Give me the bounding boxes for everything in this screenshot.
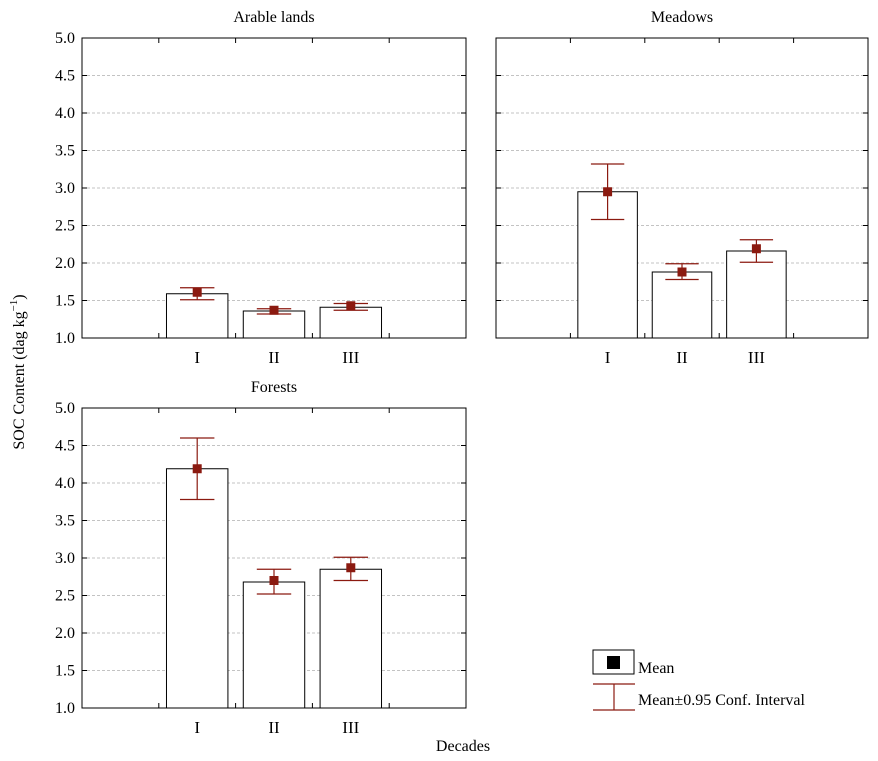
bar — [319, 306, 383, 339]
mean-marker — [751, 244, 761, 254]
y-tick-label: 3.0 — [55, 550, 75, 567]
legend-mean-label: Mean — [638, 660, 674, 677]
legend-mean-swatch — [592, 649, 635, 675]
y-tick-label: 1.5 — [55, 293, 75, 310]
y-tick-label: 5.0 — [55, 30, 75, 47]
x-tick-label: II — [676, 348, 688, 367]
y-axis-label-text: SOC Content (dag kg — [11, 311, 28, 449]
y-tick-label: 3.5 — [55, 513, 75, 530]
legend-ci-label: Mean±0.95 Conf. Interval — [638, 692, 806, 709]
x-tick-label: I — [194, 718, 200, 737]
y-tick-label: 2.5 — [55, 588, 75, 605]
bar — [165, 293, 229, 339]
bar — [726, 250, 787, 339]
mean-marker — [192, 287, 202, 297]
y-tick-label: 1.0 — [55, 330, 75, 347]
panel-title: Meadows — [651, 9, 713, 26]
y-axis-label-end: ) — [11, 294, 28, 299]
y-tick-label: 4.5 — [55, 438, 75, 455]
y-tick-label: 2.5 — [55, 218, 75, 235]
y-tick-label: 3.5 — [55, 143, 75, 160]
mean-marker — [346, 563, 356, 573]
panel-title: Forests — [251, 379, 297, 396]
bar — [242, 581, 306, 709]
y-tick-label: 2.0 — [55, 625, 75, 642]
x-tick-label: I — [194, 348, 200, 367]
mean-marker — [346, 301, 356, 311]
mean-marker — [192, 464, 202, 474]
mean-marker — [603, 187, 613, 197]
y-tick-label: 3.0 — [55, 180, 75, 197]
mean-marker — [677, 267, 687, 277]
mean-marker — [269, 305, 279, 315]
x-tick-label: III — [748, 348, 765, 367]
y-tick-label: 4.0 — [55, 475, 75, 492]
legend: Mean Mean±0.95 Conf. Interval — [592, 649, 806, 711]
bar — [651, 271, 713, 339]
x-tick-label: I — [605, 348, 611, 367]
y-axis-label: SOC Content (dag kg−1) — [8, 294, 28, 449]
y-tick-label: 1.0 — [55, 700, 75, 717]
x-tick-label: II — [268, 348, 280, 367]
y-tick-label: 4.0 — [55, 105, 75, 122]
legend-ci-swatch — [593, 683, 635, 711]
y-tick-label: 2.0 — [55, 255, 75, 272]
y-tick-label: 1.5 — [55, 663, 75, 680]
bar — [242, 310, 306, 339]
y-axis-label-sup: −1 — [8, 300, 20, 312]
bar — [319, 568, 383, 709]
x-tick-label: III — [342, 348, 359, 367]
y-tick-label: 4.5 — [55, 68, 75, 85]
x-tick-label: II — [268, 718, 280, 737]
x-axis-label: Decades — [436, 738, 490, 755]
bar — [165, 468, 229, 709]
mean-marker — [269, 576, 279, 585]
x-tick-label: III — [342, 718, 359, 737]
panel-title: Arable lands — [233, 9, 314, 26]
y-tick-label: 5.0 — [55, 400, 75, 417]
chart-panel: 1.01.52.02.53.03.54.04.55.0I II IIIArable … — [55, 9, 467, 367]
